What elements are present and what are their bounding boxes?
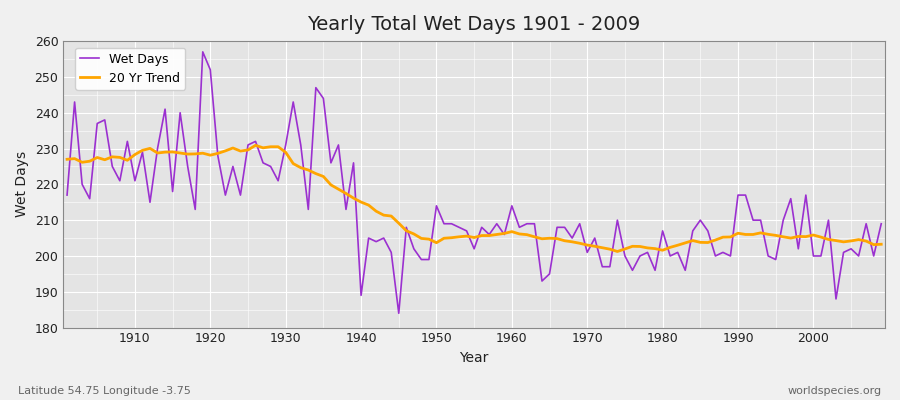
Text: worldspecies.org: worldspecies.org — [788, 386, 882, 396]
20 Yr Trend — [507, 229, 517, 234]
Wet Days — [876, 221, 886, 226]
20 Yr Trend — [340, 191, 351, 196]
Line: Wet Days: Wet Days — [68, 52, 881, 313]
Title: Yearly Total Wet Days 1901 - 2009: Yearly Total Wet Days 1901 - 2009 — [308, 15, 641, 34]
Wet Days — [514, 225, 525, 230]
20 Yr Trend — [605, 247, 616, 252]
20 Yr Trend — [876, 242, 886, 247]
Wet Days — [197, 50, 208, 54]
20 Yr Trend — [250, 143, 261, 148]
Line: 20 Yr Trend: 20 Yr Trend — [68, 145, 881, 252]
Wet Days — [122, 139, 133, 144]
20 Yr Trend — [295, 165, 306, 170]
Wet Days — [62, 193, 73, 198]
Text: Latitude 54.75 Longitude -3.75: Latitude 54.75 Longitude -3.75 — [18, 386, 191, 396]
Wet Days — [521, 221, 532, 226]
X-axis label: Year: Year — [460, 351, 489, 365]
Wet Days — [340, 207, 351, 212]
20 Yr Trend — [122, 158, 133, 163]
Legend: Wet Days, 20 Yr Trend: Wet Days, 20 Yr Trend — [76, 48, 185, 90]
Wet Days — [393, 311, 404, 316]
Y-axis label: Wet Days: Wet Days — [15, 151, 29, 218]
Wet Days — [612, 218, 623, 222]
20 Yr Trend — [612, 249, 623, 254]
20 Yr Trend — [514, 232, 525, 236]
20 Yr Trend — [62, 157, 73, 162]
Wet Days — [295, 142, 306, 147]
